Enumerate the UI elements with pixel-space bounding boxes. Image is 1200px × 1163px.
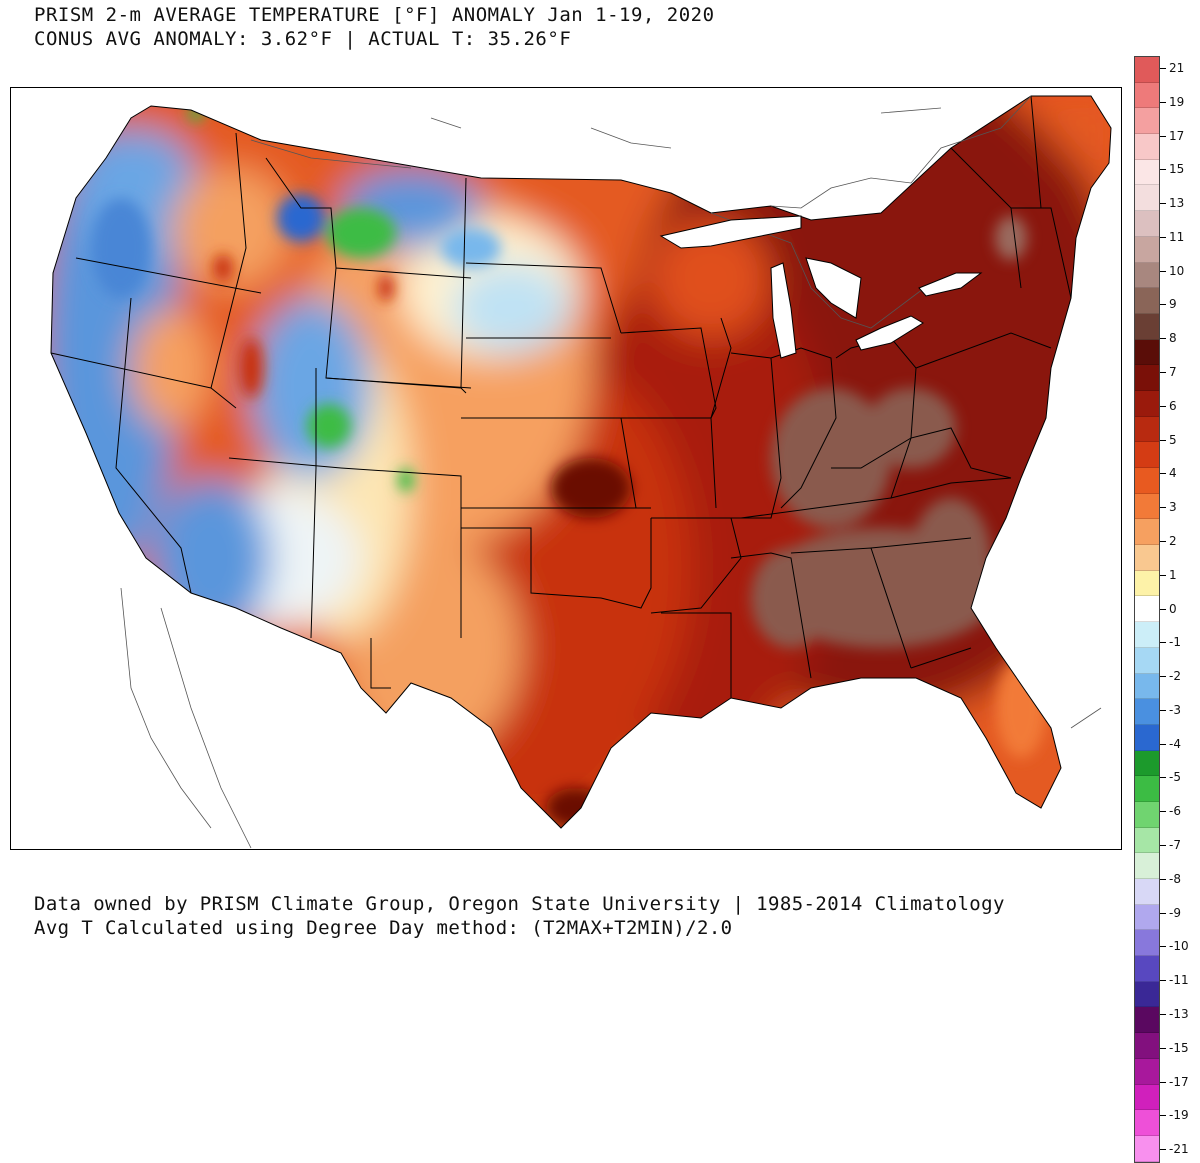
- legend-tick-label: -21: [1160, 1142, 1189, 1156]
- state-boundaries: [50, 95, 1112, 829]
- legend-swatch: [1135, 442, 1159, 468]
- legend-tick-label: 4: [1160, 466, 1177, 480]
- legend-tick-label: -8: [1160, 872, 1181, 886]
- legend-swatch: [1135, 313, 1159, 340]
- map-subtitle: CONUS AVG ANOMALY: 3.62°F | ACTUAL T: 35…: [34, 28, 572, 50]
- legend-swatch: [1135, 211, 1159, 237]
- legend-tick-label: -2: [1160, 669, 1181, 683]
- legend-swatch: [1135, 673, 1159, 700]
- legend-swatch: [1135, 1084, 1159, 1111]
- legend-tick-label: -6: [1160, 804, 1181, 818]
- legend-swatch: [1135, 596, 1159, 623]
- legend-tick-label: -19: [1160, 1108, 1189, 1122]
- color-legend: [1134, 56, 1160, 1163]
- legend-tick-label: -9: [1160, 906, 1181, 920]
- legend-swatch: [1135, 853, 1159, 879]
- legend-tick-label: 15: [1160, 162, 1184, 176]
- legend-tick-label: 7: [1160, 365, 1177, 379]
- legend-swatch: [1135, 134, 1159, 160]
- legend-swatch: [1135, 1110, 1159, 1136]
- legend-swatch: [1135, 904, 1159, 931]
- legend-swatch: [1135, 185, 1159, 212]
- legend-tick-label: 17: [1160, 129, 1184, 143]
- legend-tick-label: -10: [1160, 939, 1189, 953]
- legend-swatch: [1135, 570, 1159, 597]
- legend-swatch: [1135, 827, 1159, 854]
- legend-tick-label: 1: [1160, 568, 1177, 582]
- legend-swatch: [1135, 545, 1159, 571]
- legend-swatch: [1135, 930, 1159, 957]
- legend-tick-label: -7: [1160, 838, 1181, 852]
- legend-swatch: [1135, 519, 1159, 546]
- legend-tick-label: 10: [1160, 264, 1184, 278]
- legend-swatch: [1135, 699, 1159, 725]
- legend-tick-label: 2: [1160, 534, 1177, 548]
- legend-tick-label: 0: [1160, 602, 1177, 616]
- legend-swatch: [1135, 236, 1159, 263]
- legend-swatch: [1135, 339, 1159, 366]
- legend-swatch: [1135, 468, 1159, 494]
- anomaly-map: [10, 87, 1122, 850]
- legend-swatch: [1135, 1033, 1159, 1059]
- legend-tick-label: -1: [1160, 635, 1181, 649]
- legend-tick-label: -17: [1160, 1075, 1189, 1089]
- legend-tick-label: 9: [1160, 297, 1177, 311]
- legend-tick-label: 8: [1160, 331, 1177, 345]
- great-lakes: [659, 215, 983, 359]
- legend-tick-label: -3: [1160, 703, 1181, 717]
- legend-tick-label: 13: [1160, 196, 1184, 210]
- legend-tick-label: 11: [1160, 230, 1184, 244]
- legend-tick-label: -5: [1160, 770, 1181, 784]
- legend-swatch: [1135, 776, 1159, 802]
- legend-swatch: [1135, 750, 1159, 777]
- legend-tick-label: 5: [1160, 433, 1177, 447]
- map-title: PRISM 2-m AVERAGE TEMPERATURE [°F] ANOMA…: [34, 4, 715, 26]
- legend-swatch: [1135, 493, 1159, 520]
- legend-swatch: [1135, 622, 1159, 648]
- legend-tick-label: -15: [1160, 1041, 1189, 1055]
- legend-swatch: [1135, 1135, 1159, 1162]
- legend-tick-label: -13: [1160, 1007, 1189, 1021]
- map-canvas: [50, 95, 1112, 849]
- legend-tick-label: 19: [1160, 95, 1184, 109]
- legend-swatch: [1135, 288, 1159, 314]
- legend-tick-label: 21: [1160, 61, 1184, 75]
- legend-tick-label: -11: [1160, 973, 1189, 987]
- legend-swatch: [1135, 108, 1159, 135]
- method-note: Avg T Calculated using Degree Day method…: [34, 917, 733, 939]
- legend-swatch: [1135, 390, 1159, 417]
- anomaly-field: [51, 96, 1111, 828]
- legend-swatch: [1135, 1007, 1159, 1034]
- legend-swatch: [1135, 82, 1159, 109]
- legend-swatch: [1135, 416, 1159, 443]
- legend-swatch: [1135, 801, 1159, 828]
- legend-swatch: [1135, 647, 1159, 674]
- legend-swatch: [1135, 724, 1159, 751]
- legend-swatch: [1135, 1058, 1159, 1085]
- legend-swatch: [1135, 57, 1159, 83]
- data-attribution: Data owned by PRISM Climate Group, Orego…: [34, 893, 1005, 915]
- legend-swatch: [1135, 981, 1159, 1008]
- legend-tick-label: 3: [1160, 500, 1177, 514]
- legend-swatch: [1135, 159, 1159, 186]
- legend-tick-label: -4: [1160, 737, 1181, 751]
- legend-swatch: [1135, 879, 1159, 905]
- legend-swatch: [1135, 262, 1159, 289]
- legend-swatch: [1135, 365, 1159, 391]
- legend-tick-label: 6: [1160, 399, 1177, 413]
